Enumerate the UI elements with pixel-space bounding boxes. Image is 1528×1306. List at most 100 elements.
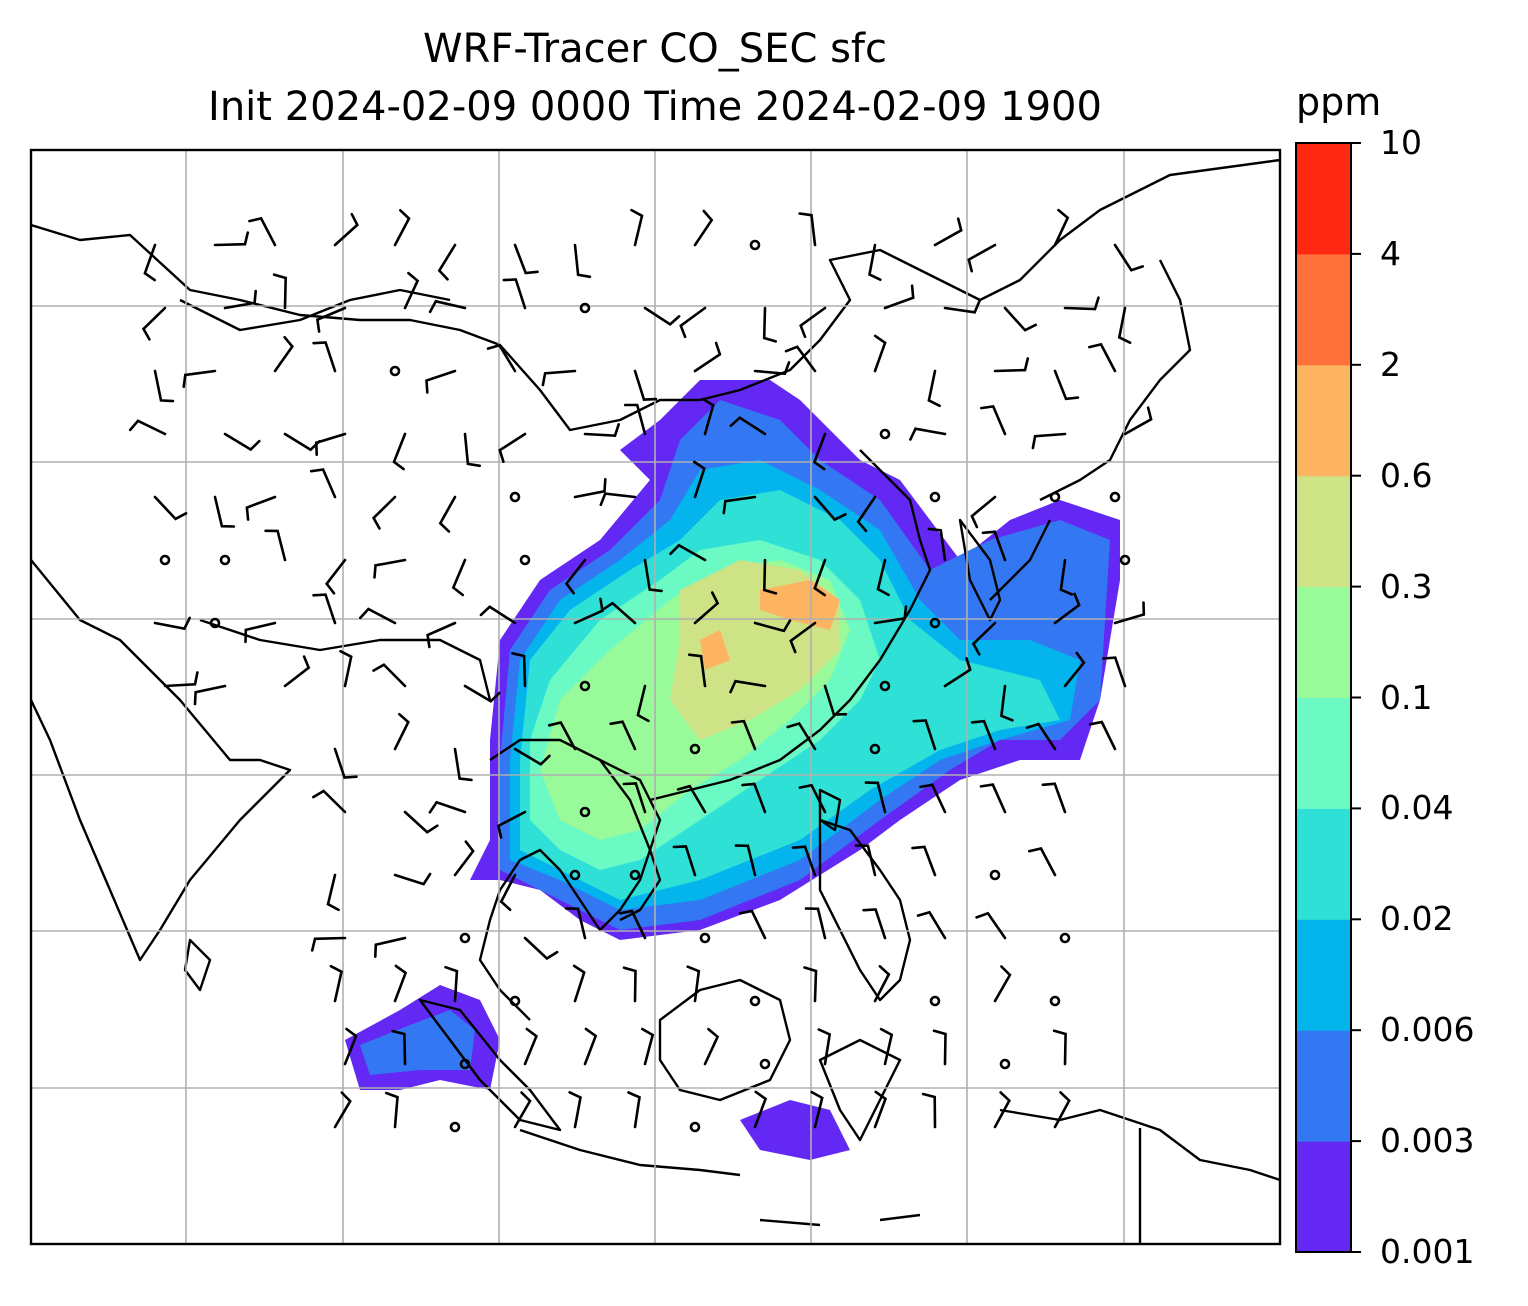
calm-wind-marker (389, 365, 401, 377)
wind-barb (583, 423, 620, 438)
calm-wind-marker (879, 428, 891, 440)
wind-barb (993, 357, 1030, 373)
wind-barb (762, 558, 778, 595)
wind-barb (425, 369, 457, 394)
wind-barb (971, 621, 997, 656)
colorbar-segment (1296, 475, 1351, 588)
calm-wind-marker (1049, 491, 1061, 503)
colorbar-segment (1296, 586, 1351, 698)
wind-barb (213, 495, 236, 528)
wind-barb (789, 621, 817, 654)
wind-barb (143, 243, 157, 282)
coast-asia-north (31, 158, 1280, 432)
calm-wind-marker (1049, 995, 1061, 1007)
wind-barb (499, 873, 517, 911)
colorbar-tick-label: 0.1 (1380, 677, 1433, 717)
wind-barb (310, 936, 347, 952)
wind-barb (980, 404, 1007, 436)
colorbar-tick-label: 0.001 (1380, 1232, 1475, 1271)
wind-barb (643, 306, 681, 327)
wind-barb (513, 243, 539, 275)
wind-barb (1063, 651, 1086, 688)
concentration-field (345, 380, 1120, 1160)
wind-barb (583, 1027, 598, 1066)
wind-barb (373, 558, 407, 579)
calm-wind-marker (759, 1058, 771, 1070)
wind-barb (1123, 406, 1153, 436)
border-interior-1 (179, 288, 451, 332)
calm-wind-marker (579, 680, 591, 692)
wind-barb (314, 432, 347, 456)
colorbar-tick-label: 2 (1380, 344, 1401, 384)
wind-barb (453, 747, 473, 782)
wind-barb (854, 844, 877, 877)
wind-barb (244, 621, 277, 644)
coast-japan (989, 259, 1192, 601)
calm-wind-marker (579, 806, 591, 818)
wind-barb (873, 1090, 888, 1129)
wind-barb (753, 1090, 768, 1129)
wind-barb (630, 208, 644, 247)
wind-barb (451, 558, 467, 597)
wind-barb (213, 231, 250, 247)
wind-barb (426, 621, 457, 649)
wind-barb (403, 271, 420, 310)
wind-barb (264, 529, 287, 562)
wind-barb (1102, 656, 1127, 688)
wind-barb (692, 460, 706, 499)
wind-barb (1028, 847, 1057, 877)
calm-wind-marker (689, 743, 701, 755)
wind-barb (687, 653, 707, 688)
wind-barb (798, 783, 827, 814)
wind-barb (798, 212, 817, 247)
calm-wind-marker (749, 995, 761, 1007)
wind-barb (273, 336, 294, 373)
wind-barb (333, 747, 358, 779)
colorbar (1296, 143, 1351, 1253)
wind-barb (486, 343, 517, 373)
wind-barb (753, 619, 792, 633)
wind-barb (933, 217, 963, 247)
wind-barb (970, 719, 997, 751)
wind-barb (879, 1027, 894, 1066)
wind-barb (326, 873, 340, 912)
wind-barb (693, 209, 714, 247)
wind-barb (599, 492, 637, 507)
wind-barbs (128, 208, 1153, 1133)
wind-barb (272, 273, 288, 310)
wind-barb (1063, 296, 1100, 311)
wind-barb (223, 432, 261, 452)
wind-barb (734, 844, 757, 877)
wind-barb (862, 908, 887, 940)
wind-barb (791, 845, 817, 877)
wind-barb (393, 712, 410, 751)
wind-barb (921, 1092, 937, 1129)
wind-barb (669, 543, 707, 562)
wind-barb (438, 495, 457, 533)
wind-barb (182, 369, 217, 389)
wind-barb (153, 616, 191, 631)
coast-china-east (649, 449, 932, 802)
wind-barb (993, 965, 1012, 1003)
wind-barb (428, 800, 467, 814)
wind-barb (812, 432, 827, 471)
wind-barb (513, 747, 551, 766)
colorbar-tick-label: 0.3 (1380, 566, 1433, 606)
wind-barb (1088, 342, 1117, 373)
wind-barb (912, 719, 937, 751)
calm-wind-marker (459, 1058, 471, 1070)
colorbar-ticks (1351, 142, 1361, 1253)
wind-barb (975, 911, 1007, 940)
calm-wind-marker (699, 932, 711, 944)
plume-sumatra-inner (360, 1010, 475, 1075)
wind-barb (153, 495, 188, 521)
wind-barb (873, 605, 908, 625)
calm-wind-marker (519, 554, 531, 566)
wind-barb (453, 840, 475, 877)
wind-barb (371, 495, 397, 530)
wind-barb (876, 558, 890, 597)
colorbar-segment (1296, 364, 1351, 477)
wind-barb (153, 369, 175, 403)
wind-barb (693, 591, 720, 625)
wind-barb (813, 495, 847, 522)
